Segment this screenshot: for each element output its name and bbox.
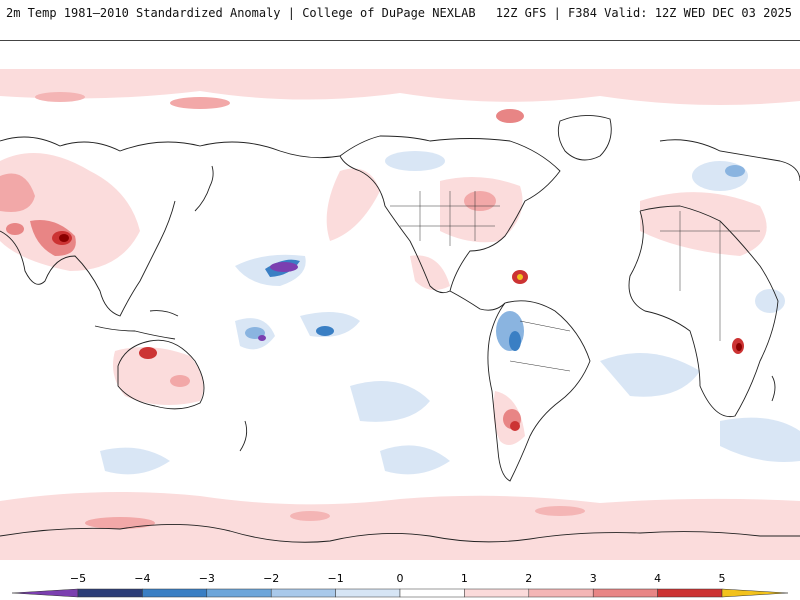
colorbar-tick-label: 0 (397, 572, 404, 585)
colorbar-segment (142, 588, 208, 598)
colorbar-tick-label: −4 (134, 572, 150, 585)
australia-anomaly (112, 347, 204, 405)
colorbar-ticks: −5 −4 −3 −2 −1 0 1 2 3 4 5 (70, 572, 726, 585)
colorbar-segment (270, 588, 336, 598)
colorbar-tick-label: 1 (461, 572, 468, 585)
colorbar-tick-label: 5 (719, 572, 726, 585)
map-title: 2m Temp 1981–2010 Standardized Anomaly |… (6, 6, 476, 20)
colorbar-tick-label: −2 (263, 572, 279, 585)
colorbar-segment (657, 588, 723, 598)
anomaly-map-canvas (0, 41, 800, 560)
asia-warm-anomaly (0, 153, 140, 271)
antarctic-warm-band (0, 492, 800, 560)
africa-europe-anomaly (640, 161, 785, 354)
east-pacific-warm (326, 168, 450, 290)
colorbar-segment (206, 588, 272, 598)
colorbar-segment (592, 588, 658, 598)
colorbar-tick-label: −5 (70, 572, 86, 585)
colorbar-tick-label: 4 (654, 572, 661, 585)
political-boundaries (390, 191, 760, 372)
anomaly-colorbar: −5 −4 −3 −2 −1 0 1 2 3 4 5 (11, 572, 789, 598)
colorbar-tick-label: 3 (590, 572, 597, 585)
colorbar-tick-label: −1 (327, 572, 343, 585)
arctic-warm-band (0, 69, 800, 123)
pacific-cold-anomaly (235, 254, 360, 350)
coastlines (0, 115, 800, 543)
colorbar-segments (11, 588, 789, 598)
colorbar-tick-label: −3 (199, 572, 215, 585)
anomaly-map (0, 40, 800, 560)
southern-ocean-cold (100, 353, 800, 475)
model-run-label: 12Z GFS | F384 Valid: 12Z WED DEC 03 202… (495, 6, 792, 20)
colorbar-segment (528, 588, 594, 598)
colorbar-tick-label: 2 (525, 572, 532, 585)
colorbar-cap-low (11, 588, 79, 598)
colorbar-cap-high (721, 588, 789, 598)
south-america-anomaly (493, 270, 528, 445)
colorbar-segment (335, 588, 401, 598)
colorbar-segment (77, 588, 143, 598)
map-background (0, 41, 800, 560)
colorbar-segment (399, 588, 465, 598)
colorbar-segment (464, 588, 530, 598)
